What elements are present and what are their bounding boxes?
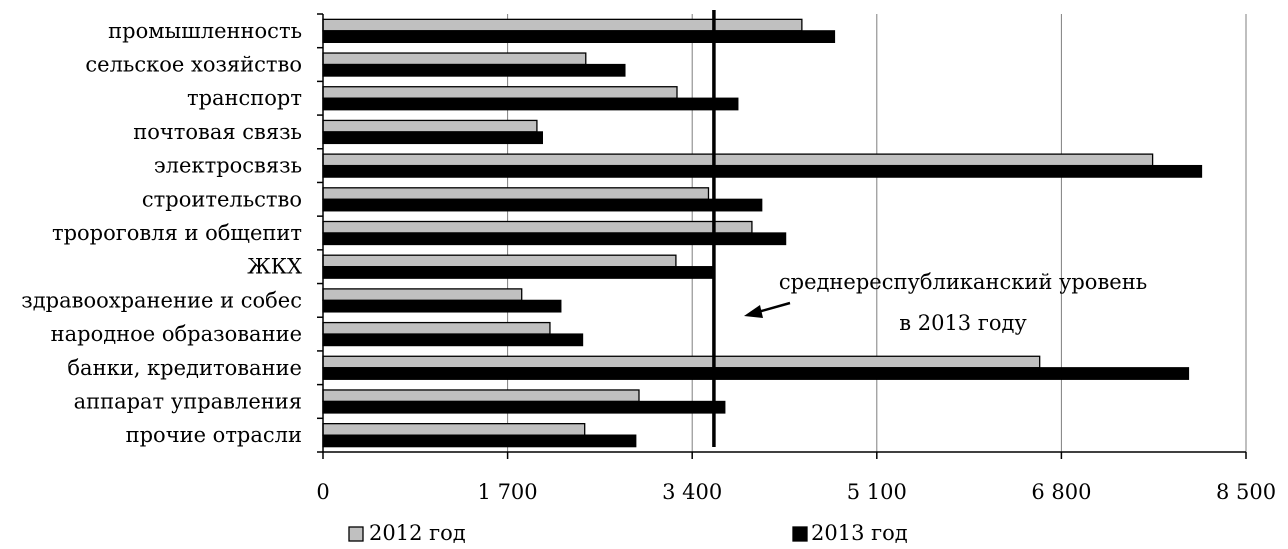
bar-2013-8: [322, 299, 562, 313]
legend-label-2013: 2013 год: [811, 521, 908, 545]
bar-2013-4: [322, 164, 1203, 178]
bar-2012-0: [322, 18, 803, 32]
category-label-4: электросвязь: [154, 154, 302, 178]
bar-2012-11: [322, 389, 640, 403]
category-label-0: промышленность: [108, 19, 302, 43]
bar-2013-1: [322, 63, 626, 77]
category-label-10: банки, кредитование: [67, 356, 302, 380]
reference-arrow-head: [744, 305, 763, 318]
category-label-2: транспорт: [187, 86, 302, 110]
category-labels: промышленность сельское хозяйство транспор…: [21, 19, 302, 447]
bar-2012-4: [322, 153, 1154, 167]
category-label-3: почтовая связь: [133, 120, 302, 144]
bar-2013-5: [322, 198, 763, 212]
bar-2013-12: [322, 434, 637, 448]
legend: 2012 год 2013 год: [348, 521, 908, 545]
x-tick-label-2: 3 400: [662, 480, 722, 504]
x-tick-label-4: 6 800: [1031, 480, 1091, 504]
legend-label-2012: 2012 год: [369, 521, 466, 545]
bar-2013-11: [322, 400, 726, 414]
reference-label-line-2: в 2013 году: [899, 311, 1027, 335]
reference-line-group: среднереспубликанский уровень в 2013 году: [712, 10, 1147, 447]
x-tick-label-1: 1 700: [478, 480, 538, 504]
bar-2013-10: [322, 367, 1190, 380]
bar-2012-10: [322, 355, 1041, 369]
bar-2012-12: [322, 423, 586, 436]
category-label-5: строительство: [142, 187, 302, 211]
bar-2012-3: [322, 119, 538, 133]
bar-2013-6: [322, 232, 787, 246]
bar-2012-1: [322, 52, 587, 66]
legend-swatch-2012: [348, 526, 364, 542]
bar-series: [322, 18, 1203, 448]
x-tick-label-3: 5 100: [847, 480, 907, 504]
bar-2012-6: [322, 220, 753, 234]
bar-2013-7: [322, 266, 715, 279]
bar-2012-9: [322, 321, 551, 335]
axes: [317, 13, 1247, 459]
reference-label-line-1: среднереспубликанский уровень: [779, 270, 1147, 294]
bar-2012-8: [322, 288, 523, 302]
x-tick-labels: 0 1 700 3 400 5 100 6 800 8 500: [316, 480, 1276, 504]
bar-2013-2: [322, 97, 739, 111]
reference-arrow-shaft: [757, 301, 791, 314]
bar-2013-0: [322, 30, 836, 43]
category-label-12: прочие отрасли: [126, 423, 302, 447]
category-label-9: народное образование: [51, 322, 302, 346]
legend-swatch-2013: [792, 526, 808, 542]
x-tick-label-5: 8 500: [1216, 480, 1276, 504]
bar-2013-3: [322, 131, 543, 145]
x-tick-label-0: 0: [316, 480, 329, 504]
category-label-11: аппарат управления: [74, 389, 302, 413]
bar-2012-7: [322, 254, 677, 268]
bar-2013-9: [322, 333, 584, 347]
category-label-6: тророговля и общепит: [52, 221, 302, 245]
category-label-1: сельское хозяйство: [85, 53, 302, 77]
bar-2012-2: [322, 86, 678, 99]
category-label-7: ЖКХ: [247, 255, 302, 279]
category-label-8: здравоохранение и собес: [21, 288, 302, 312]
bar-2012-5: [322, 187, 710, 200]
